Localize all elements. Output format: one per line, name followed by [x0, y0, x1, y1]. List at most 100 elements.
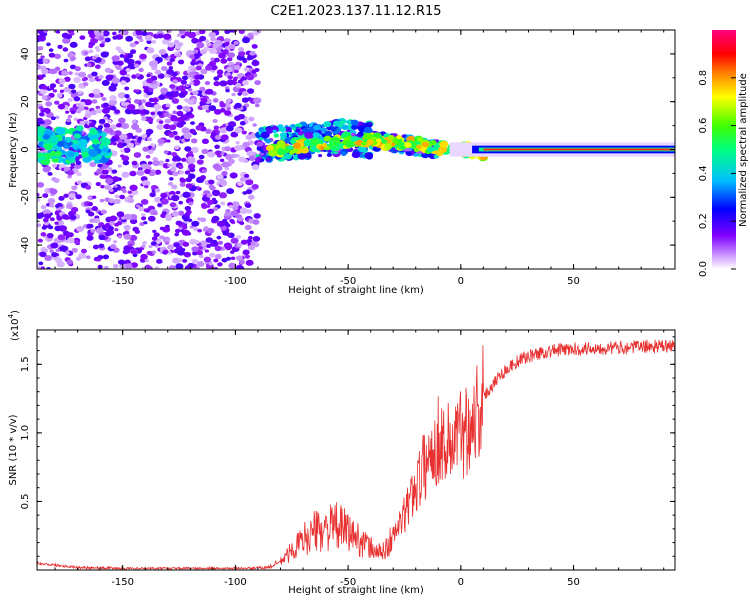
heat-dot — [180, 79, 187, 85]
heat-dot — [117, 235, 123, 239]
heat-dot — [163, 249, 169, 254]
svg-text:(x104): (x104) — [7, 310, 21, 341]
heat-dot — [283, 153, 292, 160]
heat-dot — [46, 266, 51, 269]
heat-dot — [234, 102, 242, 109]
heat-dot — [173, 242, 180, 248]
heat-dot — [46, 42, 51, 47]
heat-dot — [187, 163, 196, 170]
heat-dot — [70, 206, 79, 213]
heat-dot — [132, 119, 138, 124]
heat-dot — [273, 133, 280, 138]
heat-dot — [209, 60, 217, 67]
heat-dot — [101, 169, 109, 175]
heat-dot — [65, 118, 72, 123]
heat-dot — [151, 147, 156, 151]
y-tick-label: 0 — [20, 146, 31, 152]
heat-dot — [127, 190, 133, 195]
heat-dot — [41, 74, 46, 78]
heat-dot — [131, 135, 136, 140]
heat-dot — [279, 132, 288, 138]
heat-dot — [111, 169, 118, 174]
heat-dot — [49, 136, 59, 144]
heat-dot — [396, 135, 402, 140]
heat-dot — [236, 242, 243, 248]
heat-dot — [42, 134, 50, 140]
heat-dot — [37, 63, 42, 71]
heat-dot — [181, 113, 190, 120]
heat-dot — [239, 120, 246, 126]
heat-dot — [151, 39, 157, 44]
y-tick-label: 1.5 — [20, 356, 31, 372]
heat-dot — [192, 49, 199, 54]
heat-dot — [149, 192, 156, 198]
heat-dot — [252, 236, 261, 242]
heat-dot — [39, 88, 48, 95]
heat-dot — [239, 177, 246, 182]
heat-dot — [194, 74, 201, 80]
heat-dot — [77, 138, 88, 147]
heat-dot — [40, 156, 46, 161]
heat-dot — [158, 120, 164, 124]
heat-dot — [37, 35, 46, 42]
heat-dot — [318, 145, 325, 151]
heat-dot — [164, 241, 170, 245]
heat-dot — [133, 152, 142, 158]
heat-dot — [260, 158, 265, 162]
heat-dot — [323, 130, 333, 137]
heat-dot — [303, 152, 312, 159]
heat-dot — [202, 227, 208, 232]
heat-dot — [67, 98, 73, 103]
heat-dot — [224, 110, 232, 116]
heat-dot — [121, 155, 130, 162]
heat-dot — [191, 58, 197, 63]
heat-dot — [210, 57, 215, 61]
heat-dot — [154, 188, 161, 193]
heat-dot — [210, 36, 217, 42]
heat-dot — [173, 39, 180, 45]
heat-dot — [212, 163, 221, 170]
heat-dot — [160, 213, 167, 219]
heat-dot — [183, 251, 191, 258]
heat-dot — [187, 88, 193, 92]
heat-dot — [191, 68, 197, 72]
heat-dot — [163, 150, 169, 155]
heat-dot — [239, 221, 245, 226]
heat-dot — [248, 116, 255, 122]
heat-dot — [91, 99, 98, 104]
heat-dot — [57, 234, 66, 241]
heat-dot — [189, 238, 198, 245]
heat-dot — [188, 71, 196, 78]
heat-dot — [75, 160, 82, 166]
heat-dot — [93, 218, 101, 223]
heat-dot — [222, 230, 229, 236]
heat-dot — [301, 147, 309, 154]
heat-dot — [363, 126, 373, 134]
heat-dot — [43, 30, 49, 33]
heat-dot — [388, 134, 395, 140]
heat-dot — [212, 42, 219, 49]
heat-dot — [38, 261, 44, 266]
heat-dot — [219, 108, 226, 113]
heat-dot — [211, 215, 220, 222]
heat-dot — [329, 126, 337, 132]
heat-dot — [209, 252, 216, 258]
heat-dot — [226, 188, 235, 195]
x-tick-label: 50 — [567, 577, 580, 588]
heat-dot — [141, 31, 148, 37]
heat-dot — [272, 129, 278, 134]
heat-dot — [238, 50, 246, 57]
heat-dot — [187, 99, 195, 105]
heat-dot — [213, 109, 222, 115]
heat-dot — [217, 240, 224, 245]
heat-dot — [160, 65, 168, 71]
heat-dot — [235, 82, 242, 88]
heat-dot — [327, 149, 332, 153]
heat-dot — [197, 228, 203, 233]
heat-dot — [152, 211, 158, 216]
heat-dot — [37, 197, 41, 203]
heat-dot — [205, 64, 213, 71]
heat-dot — [252, 123, 257, 127]
heat-dot — [101, 79, 110, 86]
heat-dot — [208, 31, 217, 38]
